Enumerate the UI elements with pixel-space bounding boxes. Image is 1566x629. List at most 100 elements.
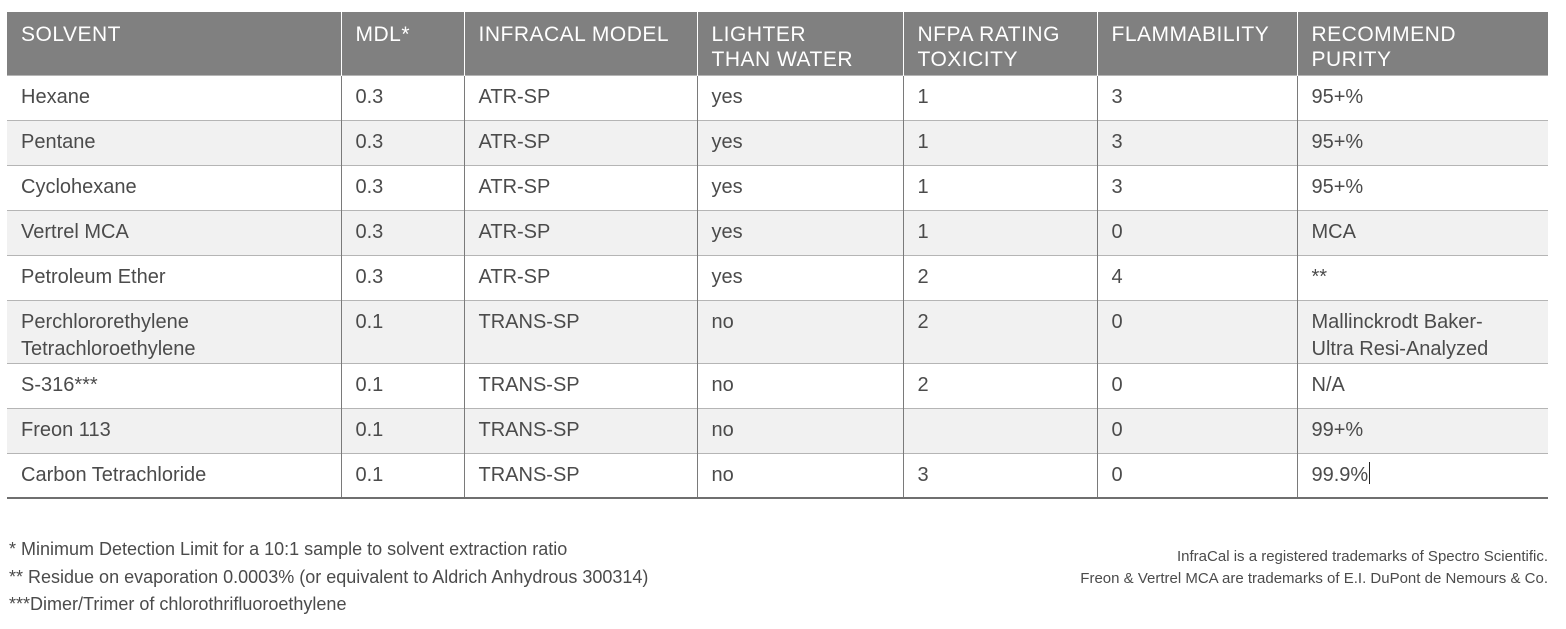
cell-recommend-purity: 95+% [1296, 164, 1548, 210]
cell-text: 0 [1111, 373, 1123, 396]
cell-solvent: Cyclohexane [7, 164, 341, 210]
cell-nfpa-toxicity: 1 [902, 164, 1097, 210]
cell-text: 0.1 [355, 310, 384, 333]
trademark-notice: Freon & Vertrel MCA are trademarks of E.… [1080, 570, 1548, 587]
cell-text: S-316*** [21, 373, 98, 396]
cell-recommend-purity: 99+% [1296, 407, 1548, 453]
cell-text: 95+% [1311, 175, 1364, 198]
trademark-notice: InfraCal is a registered trademarks of S… [1177, 548, 1548, 565]
cell-solvent: S-316*** [7, 362, 341, 408]
cell-solvent: Pentane [7, 119, 341, 165]
cell-mdl: 0.1 [340, 299, 464, 363]
cell-text: 95+% [1311, 85, 1364, 108]
table-row: Freon 113 0.1 TRANS-SP no 0 99+% [7, 407, 1548, 453]
cell-flammability: 0 [1096, 209, 1297, 255]
cell-solvent: Petroleum Ether [7, 254, 341, 300]
cell-infracal-model: TRANS-SP [463, 452, 697, 499]
cell-nfpa-toxicity: 1 [902, 74, 1097, 120]
cell-text: no [711, 310, 734, 333]
cell-flammability: 4 [1096, 254, 1297, 300]
cell-solvent: Hexane [7, 74, 341, 120]
cell-text: Mallinckrodt Baker- [1311, 310, 1483, 333]
solvent-table-container: SOLVENT MDL* INFRACAL MODEL LIGHTER THAN WAT… [7, 12, 1548, 499]
cell-text: Ultra Resi-Analyzed [1311, 337, 1489, 360]
trademark-notices: InfraCal is a registered trademarks of S… [1080, 546, 1548, 590]
cell-text: Cyclohexane [21, 175, 137, 198]
cell-text: 4 [1111, 265, 1123, 288]
footnote: ** Residue on evaporation 0.0003% (or eq… [9, 566, 649, 587]
cell-recommend-purity: N/A [1296, 362, 1548, 408]
table-row: Carbon Tetrachloride 0.1 TRANS-SP no 3 0 99.9% [7, 452, 1548, 499]
cell-solvent: Vertrel MCA [7, 209, 341, 255]
cell-recommend-purity: 99.9% [1296, 452, 1548, 499]
cell-text: Freon 113 [21, 418, 111, 441]
column-header-text: THAN WATER [711, 48, 853, 71]
cell-text: 0 [1111, 463, 1123, 486]
cell-text: 1 [917, 175, 929, 198]
cell-text: 0 [1111, 310, 1123, 333]
cell-mdl: 0.3 [340, 119, 464, 165]
cell-text: 99+% [1311, 418, 1364, 441]
cell-flammability: 0 [1096, 299, 1297, 363]
cell-text: 3 [917, 463, 929, 486]
cell-lighter-than-water: no [696, 362, 903, 408]
cell-text: 3 [1111, 85, 1123, 108]
column-header-nfpa-toxicity: NFPA RATING TOXICITY [902, 12, 1097, 75]
cell-infracal-model: ATR-SP [463, 119, 697, 165]
cell-text: ATR-SP [478, 85, 551, 108]
cell-mdl: 0.3 [340, 74, 464, 120]
table-row: Perchlororethylene Tetrachloroethylene 0.1… [7, 299, 1548, 363]
table-row: S-316*** 0.1 TRANS-SP no 2 0 N/A [7, 362, 1548, 408]
cell-text: Pentane [21, 130, 96, 153]
cell-lighter-than-water: yes [696, 164, 903, 210]
column-header-lighter-than-water: LIGHTER THAN WATER [696, 12, 903, 75]
cell-text: TRANS-SP [478, 418, 580, 441]
cell-nfpa-toxicity: 1 [902, 209, 1097, 255]
cell-text: yes [711, 220, 743, 243]
cell-recommend-purity: ** [1296, 254, 1548, 300]
cell-text: 0 [1111, 418, 1123, 441]
cell-infracal-model: ATR-SP [463, 209, 697, 255]
cell-text: 1 [917, 130, 929, 153]
column-header-text: NFPA RATING [917, 23, 1060, 46]
cell-text: MCA [1311, 220, 1356, 243]
column-header-text: SOLVENT [21, 23, 121, 46]
cell-lighter-than-water: yes [696, 119, 903, 165]
cell-infracal-model: ATR-SP [463, 164, 697, 210]
footnotes: * Minimum Detection Limit for a 10:1 sam… [9, 536, 648, 619]
cell-text: ATR-SP [478, 130, 551, 153]
cell-recommend-purity: MCA [1296, 209, 1548, 255]
cell-flammability: 3 [1096, 74, 1297, 120]
column-header-infracal-model: INFRACAL MODEL [463, 12, 697, 75]
cell-text: TRANS-SP [478, 463, 580, 486]
cell-recommend-purity: 95+% [1296, 119, 1548, 165]
cell-text: 99.9% [1311, 463, 1369, 486]
cell-text: 1 [917, 85, 929, 108]
cell-text: Perchlororethylene [21, 310, 189, 333]
cell-flammability: 0 [1096, 452, 1297, 499]
cell-mdl: 0.3 [340, 164, 464, 210]
cell-flammability: 0 [1096, 407, 1297, 453]
table-header-row: SOLVENT MDL* INFRACAL MODEL LIGHTER THAN WAT… [7, 12, 1548, 75]
column-header-text: TOXICITY [917, 48, 1018, 71]
cell-text: ATR-SP [478, 175, 551, 198]
table-row: Pentane 0.3 ATR-SP yes 1 3 95+% [7, 119, 1548, 165]
cell-text: Petroleum Ether [21, 265, 166, 288]
cell-lighter-than-water: no [696, 299, 903, 363]
cell-text: no [711, 463, 734, 486]
cell-text: 0.3 [355, 220, 384, 243]
cell-mdl: 0.3 [340, 209, 464, 255]
cell-text: 0.1 [355, 463, 384, 486]
cell-infracal-model: TRANS-SP [463, 299, 697, 363]
cell-text: 0.3 [355, 265, 384, 288]
column-header-text: LIGHTER [711, 23, 807, 46]
cell-text: no [711, 418, 734, 441]
cell-nfpa-toxicity: 3 [902, 452, 1097, 499]
cell-lighter-than-water: yes [696, 74, 903, 120]
cell-text: ATR-SP [478, 265, 551, 288]
cell-text: N/A [1311, 373, 1345, 396]
cell-text: ** [1311, 265, 1328, 288]
cell-solvent: Freon 113 [7, 407, 341, 453]
cell-recommend-purity: Mallinckrodt Baker- Ultra Resi-Analyzed [1296, 299, 1548, 363]
column-header-flammability: FLAMMABILITY [1096, 12, 1297, 75]
